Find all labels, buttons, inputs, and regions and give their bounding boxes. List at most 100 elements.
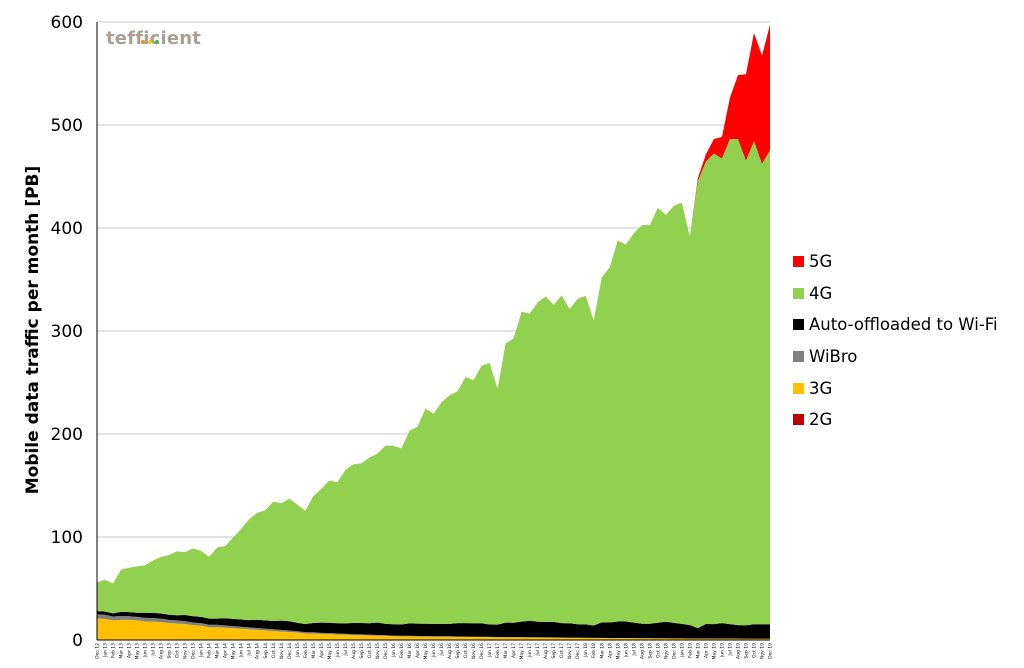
logo-dot-orange bbox=[141, 40, 145, 44]
x-tick-label: Jan 17 bbox=[487, 643, 493, 658]
legend-item: Auto-offloaded to Wi-Fi bbox=[793, 309, 998, 341]
x-tick-label: Oct 15 bbox=[367, 643, 373, 658]
legend-item: 2G bbox=[793, 404, 998, 436]
x-tick-label: Jan 15 bbox=[295, 643, 301, 658]
legend-swatch bbox=[793, 414, 804, 426]
legend-swatch bbox=[793, 319, 804, 331]
legend-item: 5G bbox=[793, 246, 998, 278]
x-tick-label: Aug 17 bbox=[543, 643, 549, 659]
x-tick-label: Oct 16 bbox=[463, 643, 469, 658]
legend-label: 3G bbox=[809, 378, 833, 398]
x-tick-label: Dec 12 bbox=[95, 643, 101, 659]
x-tick-label: Feb 14 bbox=[207, 643, 213, 658]
x-tick-label: Nov 19 bbox=[759, 643, 765, 659]
x-tick-label: Jun 14 bbox=[239, 643, 245, 658]
x-tick-label: Feb 17 bbox=[495, 643, 501, 658]
x-tick-label: Feb 13 bbox=[111, 643, 117, 658]
x-tick-label: Nov 14 bbox=[279, 643, 285, 659]
x-tick-label: Sep 19 bbox=[743, 643, 749, 659]
legend-item: 3G bbox=[793, 372, 998, 404]
x-tick-label: Nov 15 bbox=[375, 643, 381, 659]
y-tick-label: 0 bbox=[72, 631, 83, 651]
x-tick-label: Apr 15 bbox=[319, 643, 325, 658]
x-tick-label: Feb 19 bbox=[687, 643, 693, 658]
x-tick-label: Mar 13 bbox=[119, 643, 125, 659]
tefficient-logo: tefficient bbox=[106, 28, 201, 49]
y-tick-label: 600 bbox=[51, 13, 83, 33]
x-tick-label: Dec 15 bbox=[383, 643, 389, 659]
x-tick-label: Sep 15 bbox=[359, 643, 365, 659]
logo-text: tefficient bbox=[106, 28, 202, 49]
x-tick-label: Oct 13 bbox=[175, 643, 181, 658]
x-tick-label: Sep 14 bbox=[263, 643, 269, 659]
x-tick-label: Mar 14 bbox=[215, 643, 221, 659]
x-tick-label: Jul 13 bbox=[151, 643, 157, 657]
x-tick-label: Oct 14 bbox=[271, 643, 277, 658]
x-tick-label: May 16 bbox=[423, 643, 429, 660]
x-tick-labels: Dec 12 Jan 13 Feb 13 Mar 13 Apr 13 May 13 Jun … bbox=[95, 643, 774, 660]
x-tick-label: Jun 16 bbox=[431, 643, 437, 658]
x-tick-label: Jan 13 bbox=[103, 643, 109, 658]
legend-swatch bbox=[793, 287, 804, 299]
x-tick-label: May 18 bbox=[615, 643, 621, 660]
x-tick-label: Aug 16 bbox=[447, 643, 453, 659]
x-tick-label: May 14 bbox=[231, 643, 237, 660]
x-tick-label: Dec 16 bbox=[479, 643, 485, 659]
x-tick-label: Dec 14 bbox=[287, 643, 293, 659]
stacked-areas bbox=[97, 24, 770, 640]
x-tick-label: Mar 18 bbox=[599, 643, 605, 659]
x-tick-label: May 17 bbox=[519, 643, 525, 660]
x-tick-label: Apr 19 bbox=[703, 643, 709, 658]
x-tick-label: Sep 17 bbox=[551, 643, 557, 659]
x-tick-label: Jun 15 bbox=[335, 643, 341, 658]
x-tick-label: Jul 16 bbox=[439, 643, 445, 657]
x-tick-label: Sep 18 bbox=[647, 643, 653, 659]
logo-dot-green bbox=[155, 40, 159, 44]
legend-label: 2G bbox=[809, 410, 833, 430]
x-tick-label: Apr 14 bbox=[223, 643, 229, 658]
x-tick-label: Nov 18 bbox=[663, 643, 669, 659]
y-tick-label: 300 bbox=[51, 322, 83, 342]
legend-label: Auto-offloaded to Wi-Fi bbox=[809, 315, 998, 335]
x-tick-label: May 15 bbox=[327, 643, 333, 660]
y-tick-labels: 0 100 200 300 400 500 600 bbox=[51, 13, 83, 651]
x-tick-label: Dec 13 bbox=[191, 643, 197, 659]
legend-swatch bbox=[793, 256, 804, 268]
legend-swatch bbox=[793, 351, 804, 363]
x-tick-label: Oct 17 bbox=[559, 643, 565, 658]
x-tick-label: Apr 17 bbox=[511, 643, 517, 658]
x-tick-label: Mar 17 bbox=[503, 643, 509, 659]
x-tick-label: May 19 bbox=[711, 643, 717, 660]
y-tick-label: 400 bbox=[51, 219, 83, 239]
x-tick-label: Aug 18 bbox=[639, 643, 645, 659]
x-tick-label: Jan 19 bbox=[679, 643, 685, 658]
x-tick-label: Feb 16 bbox=[399, 643, 405, 658]
logo-dot-yellow bbox=[148, 40, 152, 44]
x-tick-label: Aug 15 bbox=[351, 643, 357, 659]
legend-label: WiBro bbox=[809, 347, 858, 367]
y-tick-label: 100 bbox=[51, 528, 83, 548]
x-tick-label: Jul 18 bbox=[631, 643, 637, 657]
x-tick-label: Aug 13 bbox=[159, 643, 165, 659]
x-tick-label: Feb 18 bbox=[591, 643, 597, 658]
area-4g bbox=[97, 139, 770, 629]
x-tick-label: Jun 13 bbox=[143, 643, 149, 658]
x-tick-label: Sep 16 bbox=[455, 643, 461, 659]
legend-item: WiBro bbox=[793, 341, 998, 373]
y-tick-label: 500 bbox=[51, 116, 83, 136]
axes bbox=[96, 22, 770, 641]
x-tick-label: Apr 18 bbox=[607, 643, 613, 658]
x-tick-label: Sep 13 bbox=[167, 643, 173, 659]
x-tick-label: Dec 17 bbox=[575, 643, 581, 659]
x-tick-label: Jul 15 bbox=[343, 643, 349, 657]
x-tick-label: Aug 19 bbox=[735, 643, 741, 659]
x-tick-label: Dec 19 bbox=[768, 643, 774, 659]
area-wibro bbox=[97, 614, 770, 639]
x-tick-label: Jun 17 bbox=[527, 643, 533, 658]
y-axis-label: Mobile data traffic per month [PB] bbox=[23, 166, 43, 495]
legend-label: 4G bbox=[809, 283, 833, 303]
y-tick-label: 200 bbox=[51, 425, 83, 445]
x-tick-label: Jun 19 bbox=[719, 643, 725, 658]
x-tick-label: Oct 19 bbox=[751, 643, 757, 658]
